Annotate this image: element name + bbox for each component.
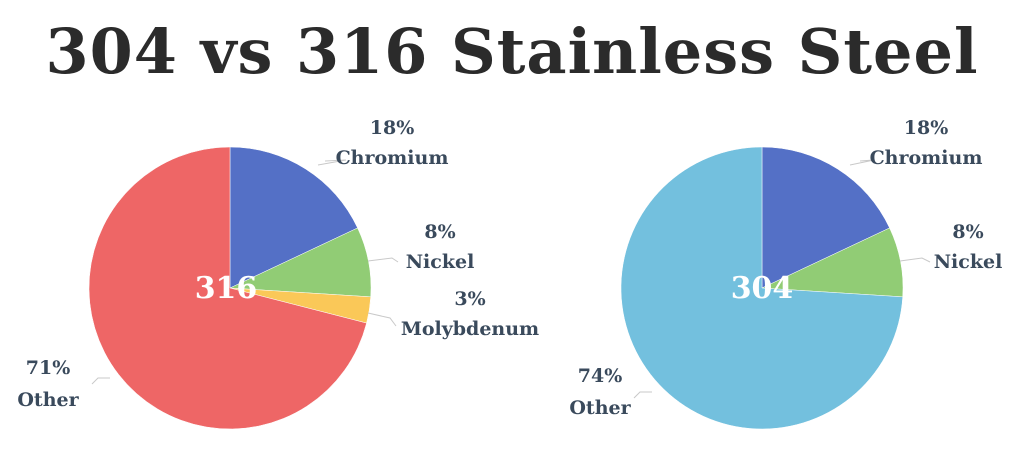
pie-chart-316: 18% Chromium 8% Nickel 3% Molybdenum 71% Other 3… [17,117,539,430]
pie-chart-304: 18% Chromium 8% Nickel 74% Other 304 [569,117,1003,430]
slice-chromium[interactable] [229,146,358,289]
slice-name-chromium: Chromium [336,147,449,169]
slice-other[interactable] [620,146,903,430]
label-line-nickel [367,257,399,263]
label-line-chromium [849,159,875,166]
label-line-chromium [317,159,347,166]
label-line-molybdenum [367,312,397,327]
label-line-other [633,391,652,399]
slice-other[interactable] [88,146,367,430]
slice-percent-chromium: 18% [904,117,949,139]
slice-percent-nickel: 8% [424,221,455,243]
slice-name-nickel: Nickel [934,251,1003,273]
label-line-other [91,377,110,385]
label-line-nickel [899,257,931,263]
slice-name-other: Other [17,389,79,411]
slice-name-molybdenum: Molybdenum [401,318,539,340]
slice-percent-nickel: 8% [952,221,983,243]
slice-name-other: Other [569,397,631,419]
slice-percent-other: 71% [26,357,71,379]
pie-center-label: 316 [195,271,258,306]
pie-center-label: 304 [731,271,794,306]
slice-percent-other: 74% [578,365,623,387]
slice-percent-chromium: 18% [370,117,415,139]
slice-name-chromium: Chromium [870,147,983,169]
chart-title: 304 vs 316 Stainless Steel [45,15,979,88]
slice-chromium[interactable] [761,146,890,289]
slice-percent-molybdenum: 3% [454,288,485,310]
slice-name-nickel: Nickel [406,251,475,273]
